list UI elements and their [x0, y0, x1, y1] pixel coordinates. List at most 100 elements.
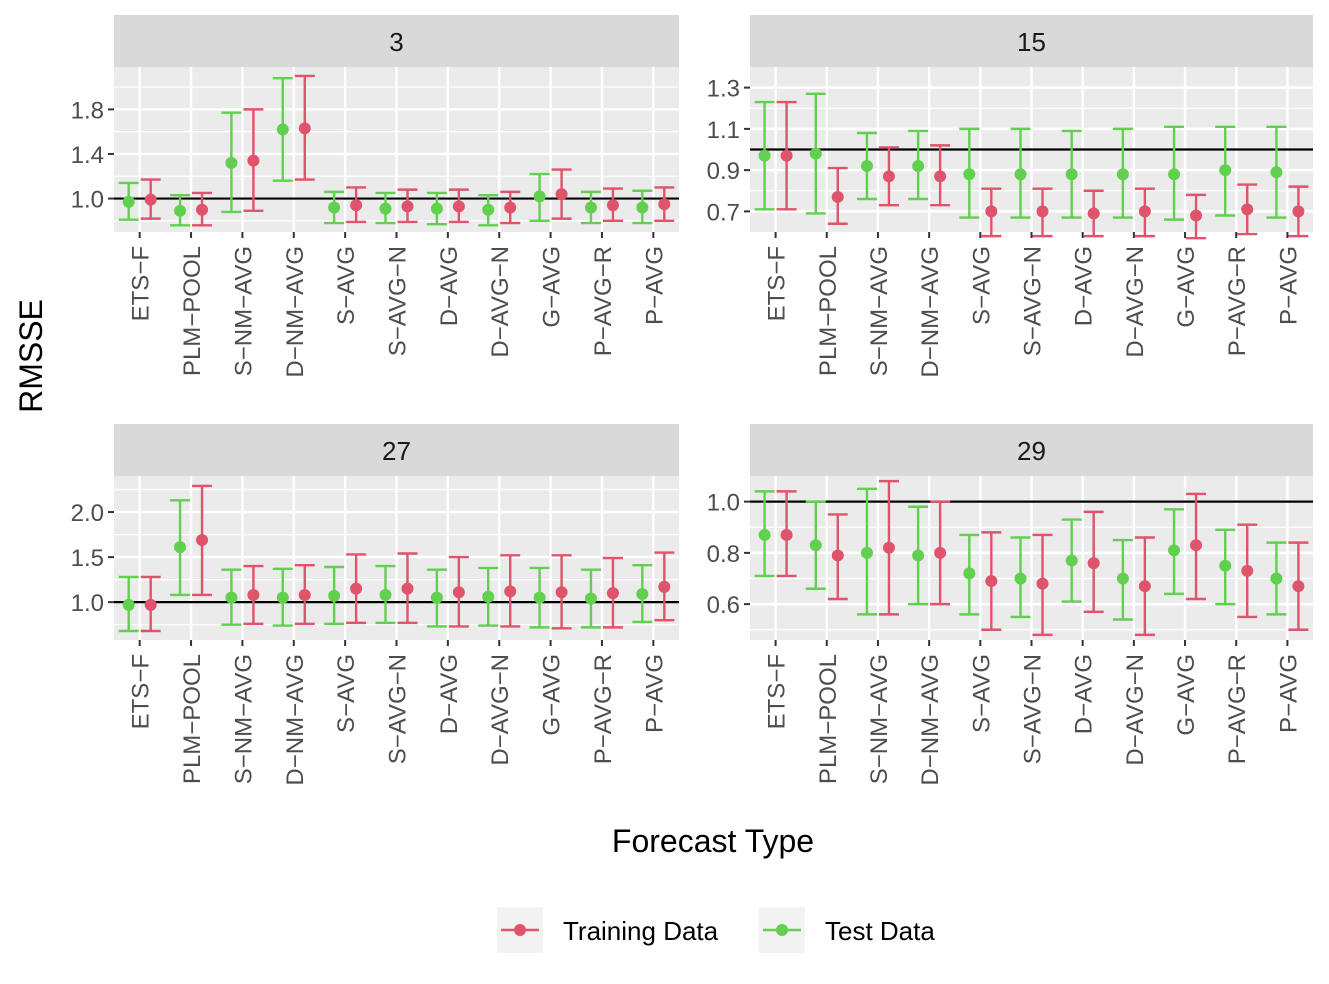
- x-tick-label: PLM−POOL: [179, 654, 206, 784]
- train-errorbar: [294, 564, 315, 625]
- train-errorbar: [1083, 189, 1104, 238]
- test-errorbar: [856, 131, 877, 201]
- x-tick-label: D−NM−AVG: [282, 246, 309, 378]
- test-point: [963, 567, 976, 580]
- test-errorbar: [908, 505, 929, 606]
- test-point: [225, 591, 238, 604]
- train-errorbar: [1032, 533, 1053, 637]
- test-errorbar: [272, 76, 293, 182]
- test-point: [636, 588, 649, 601]
- test-point: [276, 123, 289, 136]
- train-errorbar: [500, 554, 521, 628]
- facet-title: 29: [1017, 436, 1046, 466]
- test-point: [276, 591, 289, 604]
- x-tick-label: D−NM−AVG: [917, 654, 944, 786]
- x-tick-label: S−AVG: [333, 654, 360, 733]
- train-errorbar: [981, 187, 1002, 238]
- test-point: [912, 549, 925, 562]
- y-tick-label: 1.0: [71, 187, 104, 214]
- test-errorbar: [1112, 127, 1133, 219]
- test-errorbar: [1164, 125, 1185, 221]
- x-tick-label: S−NM−AVG: [230, 654, 257, 784]
- train-errorbar: [602, 187, 623, 223]
- test-point: [533, 591, 546, 604]
- x-tick-label: PLM−POOL: [815, 246, 842, 376]
- train-errorbar: [1134, 536, 1155, 637]
- train-point: [452, 200, 465, 213]
- test-errorbar: [1266, 541, 1287, 616]
- y-tick-label: 1.1: [707, 117, 740, 144]
- test-point: [584, 201, 597, 214]
- train-errorbar: [346, 186, 367, 224]
- x-tick-label: S−AVG: [968, 654, 995, 733]
- y-tick-label: 1.4: [71, 142, 104, 169]
- test-point: [122, 598, 135, 611]
- x-axis-title: Forecast Type: [612, 823, 814, 859]
- train-point: [401, 582, 414, 595]
- test-errorbar: [375, 191, 396, 225]
- x-tick-label: G−AVG: [1173, 654, 1200, 736]
- x-tick-label: S−NM−AVG: [230, 246, 257, 376]
- train-errorbar: [981, 531, 1002, 631]
- facet-title: 3: [389, 27, 403, 57]
- x-tick-label: G−AVG: [1173, 246, 1200, 328]
- test-errorbar: [632, 189, 653, 225]
- train-point: [298, 122, 311, 135]
- test-point: [174, 541, 187, 554]
- test-errorbar: [959, 533, 980, 616]
- x-tick-label: S−NM−AVG: [866, 246, 893, 376]
- test-errorbar: [1061, 129, 1082, 219]
- test-point: [963, 168, 976, 181]
- test-errorbar: [324, 565, 345, 625]
- train-errorbar: [448, 188, 469, 224]
- x-tick-label: ETS−F: [128, 654, 155, 729]
- x-tick-label: D−AVG−N: [1122, 246, 1149, 358]
- x-tick-label: PLM−POOL: [179, 246, 206, 376]
- test-point: [1116, 168, 1129, 181]
- train-point: [1241, 203, 1254, 216]
- y-tick-label: 0.7: [707, 199, 740, 226]
- y-tick-label: 1.0: [707, 490, 740, 517]
- x-tick-label: ETS−F: [764, 246, 791, 321]
- x-tick-label: D−AVG−N: [487, 654, 514, 766]
- x-tick-label: S−NM−AVG: [866, 654, 893, 784]
- test-errorbar: [375, 564, 396, 625]
- facet-panel-29: 29 0.6 0.8 1.0 ETS−F PLM−POOL S−NM−AVG D−NM−AVG…: [707, 424, 1313, 786]
- train-errorbar: [1288, 541, 1309, 631]
- x-tick-label: P−AVG: [641, 654, 668, 733]
- x-tick-label: P−AVG−R: [590, 654, 617, 764]
- test-errorbar: [580, 568, 601, 629]
- train-point: [606, 199, 619, 212]
- x-tick-label: D−NM−AVG: [917, 246, 944, 378]
- train-errorbar: [140, 178, 161, 220]
- train-errorbar: [448, 555, 469, 628]
- test-errorbar: [529, 566, 550, 629]
- train-errorbar: [243, 564, 264, 625]
- test-errorbar: [478, 194, 499, 227]
- legend: Training Data Test Data: [497, 907, 935, 953]
- test-point: [758, 149, 771, 162]
- test-errorbar: [529, 172, 550, 223]
- x-tick-label: ETS−F: [764, 654, 791, 729]
- test-point: [328, 201, 341, 214]
- train-errorbar: [1186, 492, 1207, 601]
- test-errorbar: [805, 500, 826, 590]
- train-point: [247, 154, 260, 167]
- train-point: [1138, 580, 1151, 593]
- train-errorbar: [878, 146, 899, 207]
- train-point: [1292, 580, 1305, 593]
- legend-label: Training Data: [563, 916, 719, 946]
- test-point: [1065, 168, 1078, 181]
- x-tick-label: S−AVG−N: [385, 654, 412, 764]
- y-tick-label: 1.5: [71, 545, 104, 572]
- y-tick-label: 0.9: [707, 158, 740, 185]
- train-point: [1292, 205, 1305, 218]
- train-errorbar: [551, 168, 572, 220]
- x-tick-label: P−AVG: [641, 246, 668, 325]
- y-tick-label: 1.3: [707, 76, 740, 103]
- test-point: [636, 201, 649, 214]
- x-tick-label: D−AVG−N: [487, 246, 514, 358]
- test-point: [122, 195, 135, 208]
- train-point: [934, 170, 947, 183]
